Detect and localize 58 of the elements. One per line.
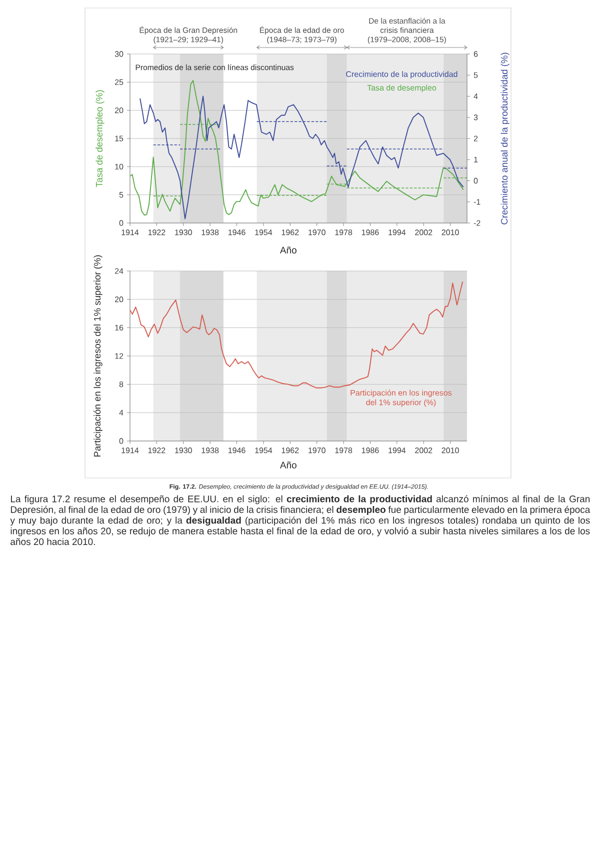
x-tick-label: 1962 (282, 448, 299, 454)
text: Crecimiento de la productividad (346, 71, 458, 79)
x-tick-label: 1994 (388, 230, 406, 236)
y-tick-label: 10 (115, 164, 124, 170)
x-tick-label: 1978 (335, 448, 352, 454)
y-tick-label: 24 (114, 268, 124, 274)
y-axis-title: Tasa de desempleo (%) (96, 90, 104, 188)
x-tick-label: 1930 (175, 230, 192, 236)
x-tick-label: 2002 (415, 230, 432, 236)
x-tick-label: 1914 (122, 448, 139, 454)
x-tick-label: 1986 (362, 448, 379, 454)
x-tick-label: 2002 (415, 448, 432, 454)
y-tick-label: 0 (119, 220, 124, 226)
series-label: Participación en los ingresos del 1% superior (%) (350, 390, 452, 407)
y2-tick-label: 4 (474, 93, 478, 99)
y2-tick-label: -2 (474, 220, 480, 226)
x-tick-label: 1914 (122, 230, 139, 236)
y-tick-label: 4 (119, 410, 124, 416)
x-tick-label: 1946 (228, 230, 246, 236)
y2-tick-label: 6 (474, 51, 478, 57)
x-tick-label: 1922 (148, 230, 166, 236)
text: La figura 17.2 resume el desempeño de EE.UU. en el siglo: el crecimiento de la productividad alcanzó mínimos al final de la Gran Depresión, al final de la edad de oro (1979) y al inicio de la crisis financiera; el desempleo fue particularmente elevado en la primera época y muy bajo durante la edad de oro; y la desigualdad (participación del 1% más rico en los ingresos totales) rondaba un quinto de los ingresos en los años 20, se redujo de manera estable hasta el final de la edad de oro, y volvió a subir hasta niveles similares a los de los años 20 hacia 2010. (10, 495, 590, 546)
x-tick-label: 1994 (388, 448, 406, 454)
y2-tick-label: 0 (474, 178, 478, 184)
y2-tick-label: -1 (474, 199, 480, 205)
x-tick-label: 1930 (175, 448, 192, 454)
y-tick-label: 30 (114, 51, 124, 57)
text: Tasa de desempleo (367, 84, 436, 92)
x-tick-label: 1978 (335, 230, 352, 236)
y-tick-label: 20 (114, 296, 124, 302)
x-tick-label: 1970 (308, 230, 326, 236)
y2-axis-title: Crecimiento anual de la productividad (%) (500, 52, 510, 224)
x-axis-title: Año (280, 462, 296, 468)
y-tick-label: 25 (114, 79, 124, 85)
x-tick-label: 2010 (442, 448, 459, 454)
x-tick-label: 1938 (202, 230, 219, 236)
x-tick-label: 1962 (282, 230, 299, 236)
y-tick-label: 8 (119, 381, 124, 388)
y-axis-title: Participación en los ingresos del 1% superior (%) (94, 255, 102, 457)
y-tick-label: 16 (115, 324, 124, 330)
x-tick-label: 2010 (442, 230, 459, 236)
y2-tick-label: 2 (474, 136, 478, 142)
x-axis-title: Año (280, 246, 296, 254)
y-tick-label: 5 (119, 192, 124, 198)
y-tick-label: 15 (115, 136, 124, 142)
x-tick-label: 1938 (202, 448, 219, 454)
x-tick-label: 1986 (362, 230, 379, 236)
x-tick-label: 1954 (255, 448, 272, 454)
y2-tick-label: 3 (474, 114, 478, 120)
x-tick-label: 1970 (308, 448, 326, 454)
x-tick-label: 1922 (148, 448, 166, 454)
y-tick-label: 20 (114, 107, 124, 114)
y2-tick-label: 1 (474, 156, 478, 162)
x-tick-label: 1954 (255, 230, 272, 236)
y-tick-label: 0 (119, 438, 124, 444)
x-tick-label: 1946 (228, 448, 246, 454)
y-tick-label: 12 (115, 353, 124, 359)
y2-tick-label: 5 (474, 72, 478, 78)
